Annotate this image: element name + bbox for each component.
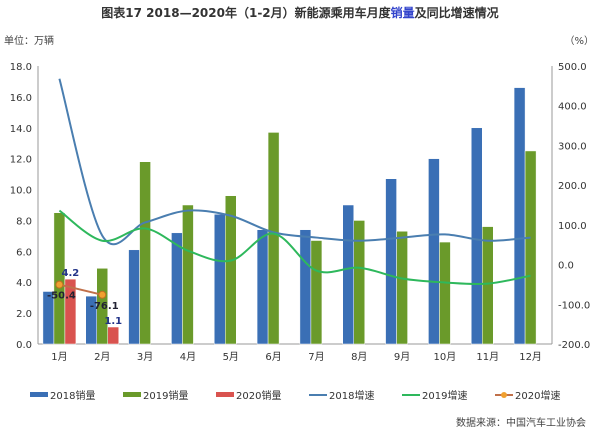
legend-label: 2019增速	[422, 389, 467, 402]
bar-2019销量	[482, 226, 494, 345]
x-tick-label: 7月	[308, 351, 324, 363]
legend-swatch	[30, 392, 48, 397]
data-source: 数据来源：中国汽车工业协会	[456, 418, 586, 429]
bar-2019销量	[182, 204, 194, 345]
legend-label: 2018增速	[329, 389, 374, 402]
bar-2019销量	[53, 212, 66, 345]
x-tick-label: 5月	[223, 351, 239, 363]
legend-label: 2020增速	[515, 389, 560, 402]
line-marker	[55, 280, 64, 289]
bar-2019销量	[524, 150, 537, 345]
x-tick-label: 4月	[180, 351, 196, 363]
line-data-label: -50.4	[47, 291, 76, 302]
x-tick-label: 1月	[51, 351, 67, 363]
bar-2018销量	[513, 87, 526, 345]
x-tick-label: 9月	[394, 351, 410, 363]
bar-2018销量	[471, 127, 483, 345]
title-text: 图表17 2018—2020年（1-2月）新能源乘用车月度	[101, 6, 391, 20]
title-text-suffix: 及同比增速情况	[414, 6, 499, 20]
title-highlight: 销量	[390, 6, 415, 20]
legend-marker	[501, 392, 507, 398]
line-2019增速	[58, 209, 531, 286]
left-tick-label: 0.0	[16, 340, 32, 351]
x-tick-label: 2月	[94, 351, 110, 363]
bar-2019销量	[353, 220, 365, 345]
bar-2018销量	[299, 229, 312, 345]
bar-2018销量	[385, 178, 397, 345]
bar-2020销量	[107, 326, 119, 345]
x-tick-label: 6月	[265, 351, 281, 363]
bar-2019销量	[139, 161, 151, 345]
right-tick-label: 200.0	[558, 181, 587, 192]
left-tick-label: 8.0	[16, 216, 32, 227]
right-tick-label: 0.0	[558, 261, 574, 272]
bar-2019销量	[267, 132, 280, 345]
left-axis-unit: 单位：万辆	[4, 36, 54, 47]
line-marker	[98, 290, 107, 299]
right-tick-label: 400.0	[558, 102, 587, 113]
left-tick-label: 10.0	[10, 186, 32, 197]
right-tick-label: 500.0	[558, 62, 587, 73]
bar-2018销量	[428, 158, 440, 345]
bar-2019销量	[310, 240, 323, 345]
bar-data-label: 1.1	[104, 316, 122, 327]
legend-label: 2019销量	[143, 389, 188, 402]
bar-2018销量	[171, 232, 183, 345]
bar-2018销量	[214, 214, 226, 345]
bar-2020销量	[64, 278, 77, 345]
legend-swatch	[216, 392, 234, 397]
line-2018增速	[58, 78, 531, 246]
bar-2019销量	[439, 241, 451, 345]
left-tick-label: 18.0	[10, 62, 32, 73]
legend-label: 2018销量	[50, 389, 95, 402]
right-axis-unit: （%）	[564, 36, 594, 47]
x-tick-label: 12月	[519, 351, 542, 363]
bar-2018销量	[256, 229, 269, 345]
bar-2018销量	[342, 204, 354, 345]
right-tick-label: 300.0	[558, 141, 587, 152]
right-tick-label: -100.0	[558, 300, 590, 311]
right-tick-label: -200.0	[558, 340, 590, 351]
bar-2019销量	[96, 268, 108, 345]
x-tick-label: 11月	[476, 351, 499, 363]
legend-swatch	[123, 392, 141, 397]
bar-data-label: 4.2	[62, 268, 80, 279]
bar-2019销量	[396, 231, 408, 345]
chart-title: 图表17 2018—2020年（1-2月）新能源乘用车月度销量及同比增速情况	[0, 4, 600, 21]
x-tick-label: 3月	[137, 351, 153, 363]
left-tick-label: 2.0	[16, 309, 32, 320]
legend-label: 2020销量	[236, 389, 281, 402]
line-2020增速	[59, 283, 103, 296]
line-data-label: -76.1	[90, 301, 119, 312]
x-tick-label: 10月	[434, 351, 457, 363]
right-tick-label: 100.0	[558, 221, 587, 232]
left-tick-label: 6.0	[16, 247, 32, 258]
left-tick-label: 14.0	[10, 124, 32, 135]
bar-2019销量	[225, 195, 237, 345]
left-tick-label: 4.0	[16, 278, 32, 289]
left-tick-label: 12.0	[10, 155, 32, 166]
bar-2018销量	[128, 249, 140, 345]
x-tick-label: 8月	[351, 351, 367, 363]
left-tick-label: 16.0	[10, 93, 32, 104]
